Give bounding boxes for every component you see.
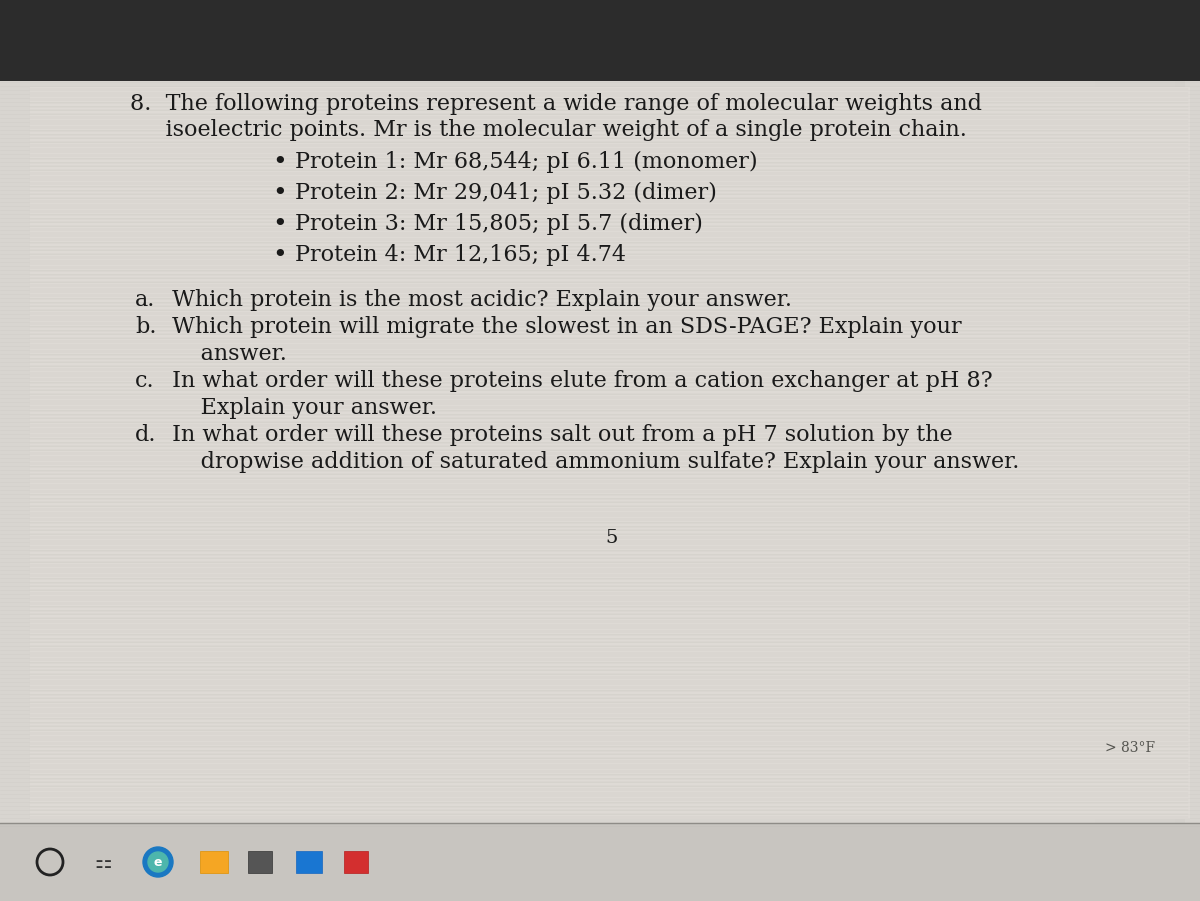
Bar [200, 851, 228, 873]
Bar [1180, 81, 1186, 826]
Text: •: • [272, 151, 287, 174]
Bar [1105, 81, 1110, 826]
Bar [1170, 81, 1175, 826]
Text: ⚏: ⚏ [95, 852, 112, 871]
Text: 5: 5 [606, 529, 618, 547]
Text: Which protein will migrate the slowest in an SDS-PAGE? Explain your: Which protein will migrate the slowest i… [166, 316, 961, 338]
Bar [1120, 81, 1126, 826]
Circle shape [143, 847, 173, 877]
Bar [1145, 81, 1150, 826]
Text: a.: a. [134, 289, 155, 311]
Text: dropwise addition of saturated ammonium sulfate? Explain your answer.: dropwise addition of saturated ammonium … [166, 451, 1019, 473]
Text: Protein 2: Mr 29,041; pI 5.32 (dimer): Protein 2: Mr 29,041; pI 5.32 (dimer) [295, 182, 716, 205]
Text: Protein 1: Mr 68,544; pI 6.11 (monomer): Protein 1: Mr 68,544; pI 6.11 (monomer) [295, 151, 757, 173]
Bar [1096, 81, 1100, 826]
Text: c.: c. [134, 370, 155, 392]
Text: answer.: answer. [166, 343, 287, 365]
Bar [1175, 81, 1180, 826]
Bar [0, 823, 1200, 901]
Bar [344, 851, 368, 873]
Bar [1085, 81, 1090, 826]
Text: In what order will these proteins elute from a cation exchanger at pH 8?: In what order will these proteins elute … [166, 370, 992, 392]
Bar [1090, 81, 1096, 826]
Bar [296, 851, 322, 873]
Bar [1126, 81, 1130, 826]
Text: •: • [272, 213, 287, 236]
Text: b.: b. [134, 316, 156, 338]
Bar [248, 851, 272, 873]
Bar [1110, 81, 1115, 826]
Bar [30, 87, 1190, 819]
Text: In what order will these proteins salt out from a pH 7 solution by the: In what order will these proteins salt o… [166, 424, 953, 446]
Bar [1160, 81, 1165, 826]
Bar [1100, 81, 1105, 826]
Bar [1135, 81, 1140, 826]
Text: •: • [272, 182, 287, 205]
Bar [1165, 81, 1170, 826]
Text: d.: d. [134, 424, 156, 446]
Bar [1154, 81, 1160, 826]
Text: Explain your answer.: Explain your answer. [166, 397, 437, 419]
Text: •: • [272, 244, 287, 267]
Bar [1140, 81, 1145, 826]
Text: 8.  The following proteins represent a wide range of molecular weights and: 8. The following proteins represent a wi… [130, 93, 982, 115]
Bar [1115, 81, 1120, 826]
Text: isoelectric points. Mr is the molecular weight of a single protein chain.: isoelectric points. Mr is the molecular … [130, 119, 967, 141]
Bar [0, 81, 1200, 826]
Text: Which protein is the most acidic? Explain your answer.: Which protein is the most acidic? Explai… [166, 289, 792, 311]
Text: Protein 4: Mr 12,165; pI 4.74: Protein 4: Mr 12,165; pI 4.74 [295, 244, 626, 266]
Bar [1150, 81, 1154, 826]
Text: Protein 3: Mr 15,805; pI 5.7 (dimer): Protein 3: Mr 15,805; pI 5.7 (dimer) [295, 213, 703, 235]
Text: e: e [154, 856, 162, 869]
Text: > 83°F: > 83°F [1105, 741, 1154, 755]
Circle shape [148, 852, 168, 872]
Bar [1130, 81, 1135, 826]
